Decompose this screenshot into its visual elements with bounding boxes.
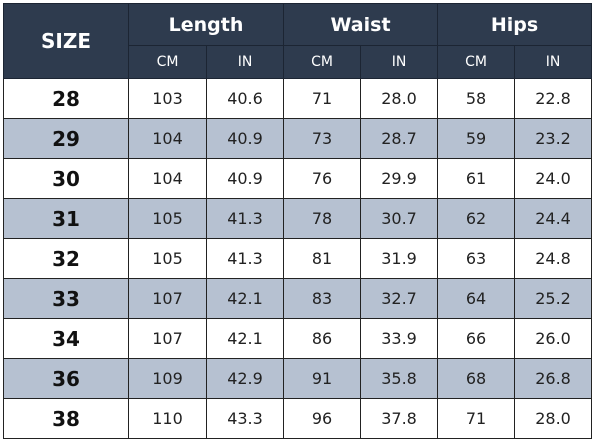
measure-cell: 107 [128,278,207,319]
unit-header: IN [514,45,593,79]
measure-cell: 71 [437,398,516,439]
size-cell: 32 [3,238,129,279]
measure-cell: 105 [128,198,207,239]
measure-cell: 25.2 [514,278,593,319]
size-cell: 29 [3,118,129,159]
measure-cell: 40.9 [205,158,285,199]
size-header: SIZE [3,3,129,79]
measure-cell: 109 [128,358,207,399]
measure-cell: 103 [128,78,207,119]
measure-cell: 63 [437,238,516,279]
measure-cell: 41.3 [205,198,285,239]
table-header: SIZE Length Waist Hips CM IN CM IN CM IN [3,3,593,79]
unit-header: CM [128,45,207,79]
measure-cell: 66 [437,318,516,359]
measure-cell: 33.9 [360,318,439,359]
size-cell: 30 [3,158,129,199]
table-row: 32 105 41.3 81 31.9 63 24.8 [3,238,593,279]
table-row: 38 110 43.3 96 37.8 71 28.0 [3,398,593,439]
unit-header: IN [205,45,285,79]
table-row: 31 105 41.3 78 30.7 62 24.4 [3,198,593,239]
group-header: Length [127,3,285,46]
measure-cell: 24.0 [514,158,593,199]
table-row: 28 103 40.6 71 28.0 58 22.8 [3,78,593,119]
measure-cell: 104 [128,158,207,199]
measure-cell: 23.2 [514,118,593,159]
measure-cell: 64 [437,278,516,319]
measure-cell: 42.1 [205,278,285,319]
measure-cell: 81 [283,238,362,279]
measure-cell: 30.7 [360,198,439,239]
measure-cell: 73 [283,118,362,159]
unit-header: CM [437,45,516,79]
table-body: 28 103 40.6 71 28.0 58 22.8 29 104 40.9 73 28.7 59 23… [3,78,593,439]
measure-cell: 71 [283,78,362,119]
measure-cell: 42.1 [205,318,285,359]
measure-cell: 59 [437,118,516,159]
measure-cell: 32.7 [360,278,439,319]
size-cell: 34 [3,318,129,359]
measure-cell: 24.4 [514,198,593,239]
measure-cell: 42.9 [205,358,285,399]
group-header: Waist [283,3,439,46]
measure-cell: 35.8 [360,358,439,399]
measure-cell: 31.9 [360,238,439,279]
measure-cell: 28.0 [514,398,593,439]
measure-cell: 58 [437,78,516,119]
group-header: Hips [437,3,593,46]
measure-cell: 96 [283,398,362,439]
measure-cell: 28.0 [360,78,439,119]
size-cell: 36 [3,358,129,399]
measure-cell: 62 [437,198,516,239]
measure-cell: 61 [437,158,516,199]
measure-cell: 40.6 [205,78,285,119]
measure-cell: 83 [283,278,362,319]
table-row: 36 109 42.9 91 35.8 68 26.8 [3,358,593,399]
measure-cell: 28.7 [360,118,439,159]
measure-cell: 41.3 [205,238,285,279]
size-cell: 33 [3,278,129,319]
table-row: 29 104 40.9 73 28.7 59 23.2 [3,118,593,159]
measure-cell: 78 [283,198,362,239]
table-row: 33 107 42.1 83 32.7 64 25.2 [3,278,593,319]
measure-cell: 91 [283,358,362,399]
measure-cell: 26.8 [514,358,593,399]
measure-cell: 26.0 [514,318,593,359]
measure-cell: 22.8 [514,78,593,119]
size-cell: 28 [3,78,129,119]
measure-cell: 107 [128,318,207,359]
measure-cell: 76 [283,158,362,199]
measure-cell: 43.3 [205,398,285,439]
measure-cell: 24.8 [514,238,593,279]
measure-cell: 37.8 [360,398,439,439]
measure-cell: 29.9 [360,158,439,199]
size-chart-table: SIZE Length Waist Hips CM IN CM IN CM IN 28 103 40… [3,3,593,439]
unit-header: IN [360,45,439,79]
measure-cell: 105 [128,238,207,279]
table-row: 34 107 42.1 86 33.9 66 26.0 [3,318,593,359]
measure-cell: 86 [283,318,362,359]
measure-cell: 68 [437,358,516,399]
measure-cell: 110 [128,398,207,439]
size-cell: 31 [3,198,129,239]
unit-header: CM [283,45,362,79]
measure-cell: 104 [128,118,207,159]
measure-cell: 40.9 [205,118,285,159]
table-row: 30 104 40.9 76 29.9 61 24.0 [3,158,593,199]
size-cell: 38 [3,398,129,439]
